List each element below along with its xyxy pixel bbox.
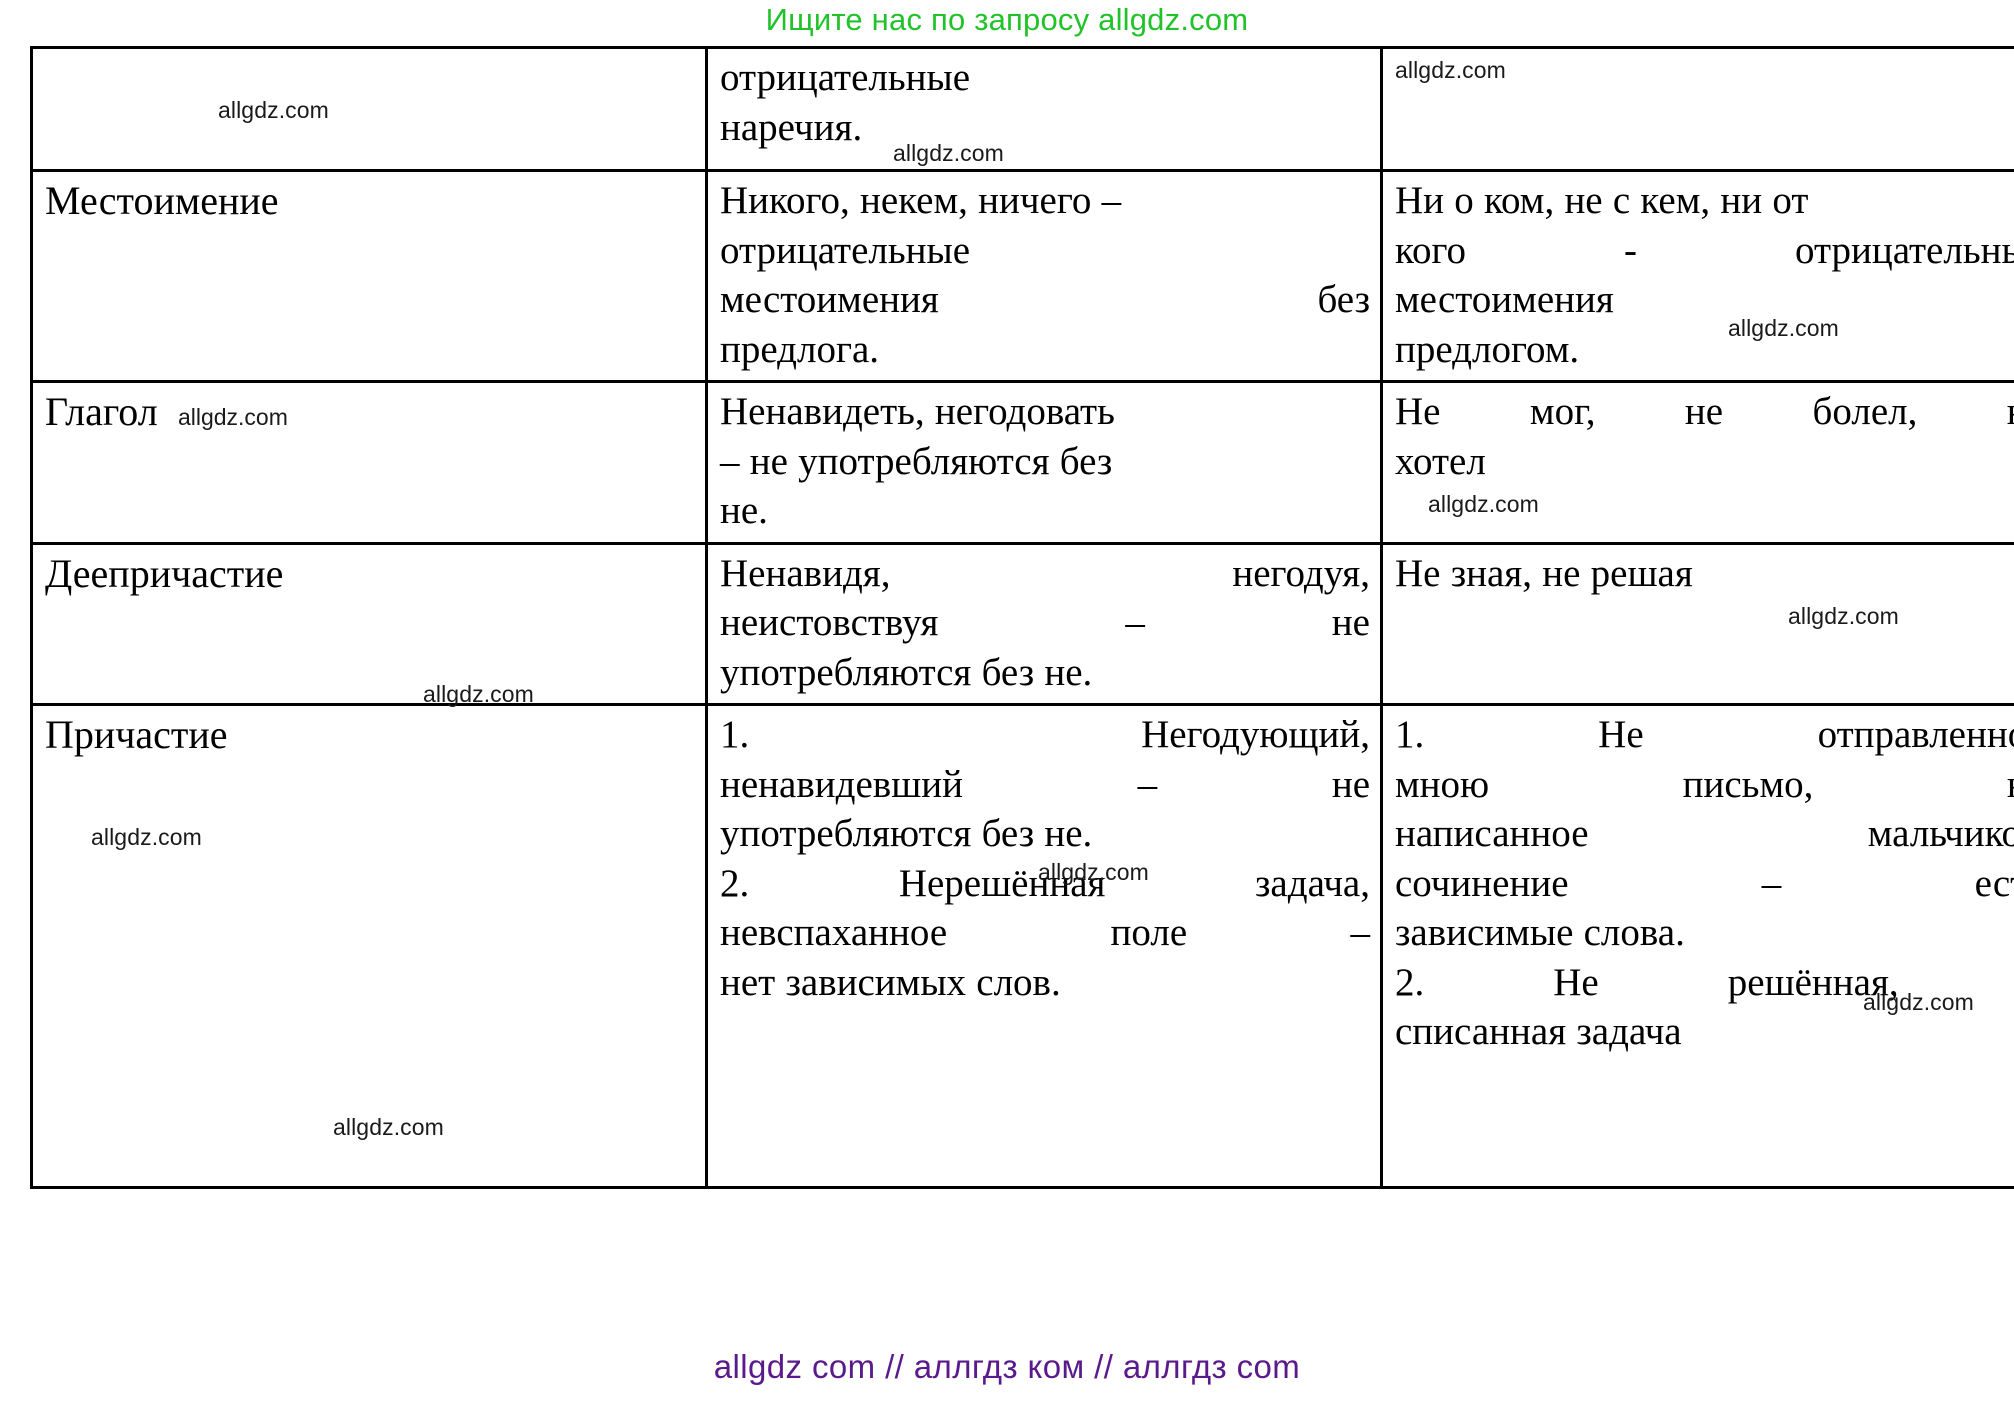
cell-part-of-speech: Местоимение (30, 168, 708, 384)
cell-with-ne: Ни о ком, не с кем, ни от кого - отрицат… (1380, 168, 2014, 384)
cell-without-ne: Никого, некем, ничего – отрицательные ме… (705, 168, 1383, 384)
text-line: употребляются без не. (720, 812, 1093, 856)
text-line: Ни о ком, не с кем, ни от (1395, 179, 1809, 222)
cell-with-ne: allgdz.com (1380, 46, 2014, 172)
part-of-speech-label: Деепричастие (45, 550, 284, 596)
text-line: не. (720, 489, 768, 533)
text-line: 2. Нерешённая задача, (720, 861, 1370, 905)
text-line: наречия. (720, 105, 863, 149)
cell-without-ne: Ненавидя, негодуя, неистовствуя – не упо… (705, 541, 1383, 707)
watermark-allgdz: allgdz.com (1038, 859, 1149, 886)
text-line: Не зная, не решая (1395, 551, 1693, 595)
cell-without-ne: 1. Негодующий, ненавидевший – не употреб… (705, 703, 1383, 1190)
watermark-allgdz: allgdz.com (1728, 315, 1839, 341)
text-line: Никого, некем, ничего – (720, 179, 1122, 222)
table-row: Причастие allgdz.com allgdz.com 1. Негод… (30, 703, 2014, 1190)
text-line: мною письмо, не (1395, 762, 2014, 806)
text-line: списанная задача (1395, 1010, 1682, 1054)
cell-part-of-speech: Глагол allgdz.com (30, 380, 708, 545)
text-line: нет зависимых слов. (720, 960, 1061, 1004)
watermark-allgdz: allgdz.com (1788, 602, 1899, 629)
part-of-speech-label: Местоимение (45, 178, 279, 223)
text-line: отрицательные (720, 56, 971, 99)
watermark-allgdz: allgdz.com (1428, 491, 1539, 518)
cell-without-ne: Ненавидеть, негодовать – не употребляютс… (705, 380, 1383, 545)
part-of-speech-label: Глагол (45, 389, 158, 435)
watermark-allgdz: allgdz.com (893, 140, 1004, 166)
watermark-allgdz: allgdz.com (1395, 57, 1506, 83)
watermark-allgdz: allgdz.com (218, 97, 329, 123)
text-line: 2. Не решённая, а (1395, 960, 2014, 1004)
text-line: предлога. (720, 327, 880, 371)
watermark-allgdz: allgdz.com (333, 1114, 444, 1141)
cell-with-ne: 1. Не отправленное мною письмо, не напис… (1380, 703, 2014, 1190)
table-row: Деепричастие allgdz.com Ненавидя, негоду… (30, 541, 2014, 707)
site-footer: allgdz com // аллгдз ком // аллгдз com (713, 1348, 1301, 1385)
text-line: 1. Негодующий, (720, 713, 1370, 757)
cell-with-ne: Не зная, не решая allgdz.com (1380, 541, 2014, 707)
text-line: предлогом. (1395, 327, 1580, 371)
cell-part-of-speech: allgdz.com (30, 46, 708, 172)
text-line: неистовствуя – не (720, 601, 1370, 645)
watermark-allgdz: allgdz.com (1863, 989, 1974, 1016)
watermark-allgdz: allgdz.com (91, 824, 202, 851)
text-line: невспаханное поле – (720, 911, 1370, 955)
text-line: сочинение – есть (1395, 861, 2014, 905)
text-line: ненавидевший – не (720, 762, 1370, 806)
watermark-allgdz: allgdz.com (177, 404, 288, 431)
text-line: Ненавидя, негодуя, (720, 551, 1370, 595)
text-line: кого - отрицательные (1395, 228, 2014, 272)
text-line: местоимения с (1395, 278, 2014, 322)
table-row: Местоимение Никого, некем, ничего – отри… (30, 168, 2014, 384)
table-row: allgdz.com отрицательные наречия. allgdz… (30, 46, 2014, 172)
grammar-rules-table: allgdz.com отрицательные наречия. allgdz… (30, 46, 2014, 1190)
rules-table-container: allgdz.com отрицательные наречия. allgdz… (30, 46, 2014, 1190)
table-row: Глагол allgdz.com Ненавидеть, негодовать… (30, 380, 2014, 545)
text-line: написанное мальчиком (1395, 812, 2014, 856)
watermark-allgdz: allgdz.com (423, 680, 534, 707)
text-line: хотел (1395, 439, 1486, 483)
text-line: местоимения без (720, 278, 1370, 322)
text-line: 1. Не отправленное (1395, 713, 2014, 757)
text-line: – не употребляются без (720, 439, 1113, 483)
cell-without-ne: отрицательные наречия. allgdz.com (705, 46, 1383, 172)
part-of-speech-label: Причастие (45, 712, 228, 758)
text-line: Не мог, не болел, не (1395, 390, 2014, 434)
text-line: отрицательные (720, 228, 971, 272)
text-line: употребляются без не. (720, 650, 1093, 694)
text-line: зависимые слова. (1395, 911, 1685, 955)
cell-with-ne: Не мог, не болел, не хотел allgdz.com (1380, 380, 2014, 545)
cell-part-of-speech: Причастие allgdz.com allgdz.com (30, 703, 708, 1190)
text-line: Ненавидеть, негодовать (720, 390, 1115, 434)
cell-part-of-speech: Деепричастие allgdz.com (30, 541, 708, 707)
promo-header: Ищите нас по запросу allgdz.com (765, 2, 1249, 37)
